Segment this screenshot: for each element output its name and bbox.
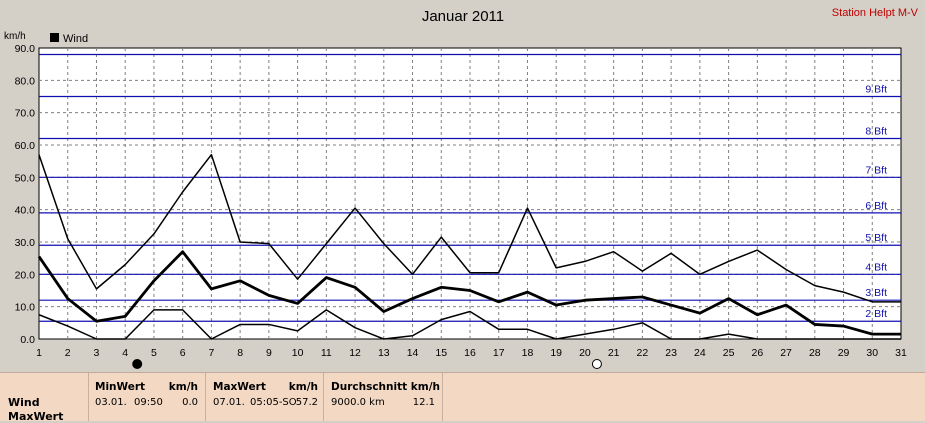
min-unit: km/h <box>168 381 198 393</box>
beaufort-label: 2 Bft <box>865 308 887 320</box>
x-tick-label: 11 <box>321 347 332 359</box>
beaufort-label: 9 Bft <box>865 84 887 96</box>
max-time: 05:05-SO <box>250 397 297 408</box>
x-tick-label: 2 <box>65 347 71 359</box>
min-cell: MinWert km/h 03.01. 09:50 0.0 <box>88 373 206 421</box>
beaufort-lines: 2 Bft 3 Bft 4 Bft 5 Bft 6 Bft 7 Bft 8 Bft 9 Bft <box>39 53 901 322</box>
y-tick-label: 70.0 <box>15 108 36 120</box>
average-value: 12.1 <box>412 397 435 408</box>
x-tick-label: 3 <box>94 347 100 359</box>
x-tick-label: 24 <box>694 347 706 359</box>
beaufort-label: 6 Bft <box>865 200 887 212</box>
x-tick-label: 25 <box>723 347 735 359</box>
moon-phases <box>132 359 602 369</box>
x-tick-label: 23 <box>665 347 677 359</box>
x-tick-label: 17 <box>493 347 505 359</box>
y-tick-label: 0.0 <box>20 334 35 346</box>
max-header: MaxWert <box>213 381 266 393</box>
row-label-wind: Wind <box>8 396 40 409</box>
average-header: Durchschnitt km/h <box>331 381 441 393</box>
x-tick-label: 18 <box>522 347 534 359</box>
beaufort-label: 7 Bft <box>865 164 887 176</box>
y-tick-label: 10.0 <box>15 302 36 314</box>
beaufort-label: 4 Bft <box>865 261 887 273</box>
beaufort-label: 5 Bft <box>865 232 887 244</box>
x-tick-label: 7 <box>208 347 214 359</box>
y-tick-label: 80.0 <box>15 75 36 87</box>
x-tick-label: 27 <box>780 347 792 359</box>
y-tick-label: 90.0 <box>15 43 36 55</box>
y-tick-labels: 0.0 10.0 20.0 30.0 40.0 50.0 60.0 70.0 80.0 90.0 <box>15 43 36 346</box>
y-axis-unit: km/h <box>4 31 26 42</box>
max-value: 57.2 <box>295 397 318 408</box>
x-tick-label: 9 <box>266 347 272 359</box>
x-tick-label: 20 <box>579 347 591 359</box>
beaufort-label: 8 Bft <box>865 126 887 138</box>
x-tick-label: 12 <box>349 347 361 359</box>
station-label: Station Helpt M-V <box>832 7 919 19</box>
series-line-3 <box>38 309 901 340</box>
min-time: 09:50 <box>134 397 163 408</box>
max-unit: km/h <box>288 381 318 393</box>
full-moon-icon <box>591 359 602 369</box>
max-date: 07.01. <box>213 397 245 408</box>
x-tick-label: 30 <box>866 347 878 359</box>
legend-label: Wind <box>63 33 88 45</box>
min-date: 03.01. <box>95 397 127 408</box>
x-tick-label: 5 <box>151 347 157 359</box>
y-tick-label: 50.0 <box>15 172 36 184</box>
y-tick-label: 40.0 <box>15 205 36 217</box>
series-line-1 <box>38 153 901 303</box>
wind-chart: Januar 2011 Station Helpt M-V km/h Wind … <box>4 7 919 369</box>
min-value: 0.0 <box>182 397 198 408</box>
x-tick-label: 28 <box>809 347 821 359</box>
x-tick-label: 31 <box>895 347 907 359</box>
y-tick-label: 30.0 <box>15 237 36 249</box>
x-tick-label: 4 <box>122 347 128 359</box>
statistics-footer: Wind MaxWert MinWert km/h 03.01. 09:50 0… <box>0 372 925 423</box>
x-tick-label: 16 <box>464 347 476 359</box>
new-moon-icon <box>132 359 143 369</box>
x-tick-label: 6 <box>180 347 186 359</box>
x-tick-label: 29 <box>838 347 850 359</box>
x-tick-label: 21 <box>608 347 620 359</box>
data-series <box>37 153 901 340</box>
average-distance: 9000.0 km <box>331 397 385 408</box>
x-tick-label: 14 <box>407 347 419 359</box>
min-header: MinWert <box>95 381 146 393</box>
legend-swatch <box>50 33 59 42</box>
x-tick-label: 15 <box>435 347 447 359</box>
y-tick-label: 20.0 <box>15 269 36 281</box>
x-tick-labels: 1 2 3 4 5 6 7 8 9 10 11 12 13 14 15 16 17 18 19 20 21 22 23 24 2… <box>36 347 907 359</box>
row-label-maxwert: MaxWert <box>8 410 64 423</box>
x-tick-label: 10 <box>292 347 304 359</box>
chart-title: Januar 2011 <box>422 8 504 25</box>
x-tick-label: 13 <box>378 347 390 359</box>
max-cell: MaxWert km/h 07.01. 05:05-SO 57.2 <box>205 373 324 421</box>
y-tick-label: 60.0 <box>15 140 36 152</box>
x-tick-label: 19 <box>550 347 562 359</box>
average-cell: Durchschnitt km/h 9000.0 km 12.1 <box>323 373 443 421</box>
series-line-2 <box>37 250 901 336</box>
x-tick-label: 1 <box>36 347 42 359</box>
x-tick-label: 26 <box>751 347 763 359</box>
x-tick-label: 22 <box>637 347 649 359</box>
beaufort-label: 3 Bft <box>865 287 887 299</box>
x-tick-label: 8 <box>237 347 243 359</box>
